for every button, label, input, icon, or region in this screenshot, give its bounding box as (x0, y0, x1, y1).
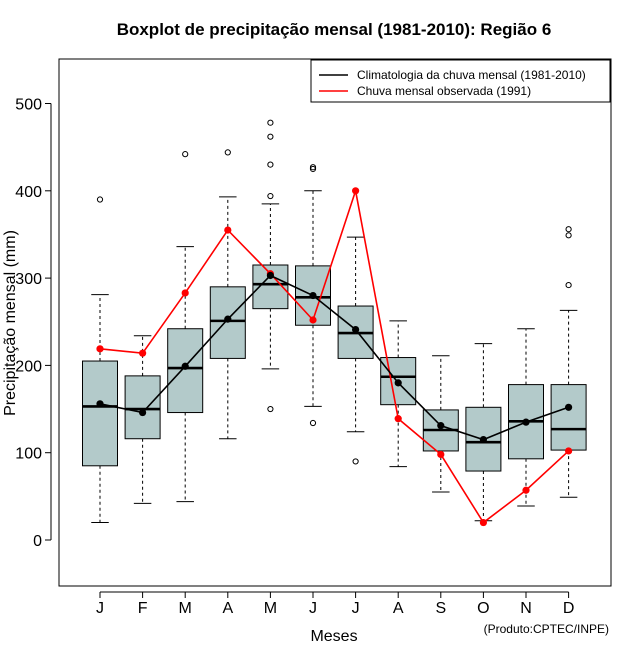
series-point (522, 418, 530, 426)
box-iqr (124, 375, 161, 440)
legend-box (310, 59, 611, 103)
y-axis-label: Precipitação mensal (mm) (2, 230, 19, 416)
y-tick-label: 400 (15, 184, 42, 201)
outlier-point (309, 165, 317, 173)
outlier-point (267, 119, 274, 126)
x-tick-label: F (138, 600, 148, 617)
x-tick-label: A (393, 600, 404, 617)
x-tick-label: A (222, 600, 233, 617)
plot-frame (58, 58, 612, 587)
outlier-point (267, 161, 274, 168)
outlier-point (224, 149, 231, 156)
series-point (96, 345, 104, 353)
series-point (181, 362, 189, 370)
x-tick-label: J (352, 600, 360, 617)
box-1 (82, 196, 118, 524)
series-point (479, 436, 487, 444)
y-tick-label: 0 (33, 533, 42, 550)
series-point (224, 315, 232, 323)
outlier-point (565, 281, 572, 289)
box-iqr (550, 384, 587, 451)
series-point (479, 518, 487, 527)
series-point (394, 379, 402, 387)
series-point (565, 447, 573, 455)
series-point (352, 187, 360, 195)
series-observed (96, 187, 573, 527)
series-point (96, 400, 104, 408)
x-tick-label: S (435, 600, 446, 617)
series-climatology (96, 271, 573, 444)
box-8 (380, 320, 417, 468)
series-point (565, 403, 573, 411)
series-point (437, 450, 445, 459)
outlier-point (182, 151, 189, 158)
legend-label: Chuva mensal observada (1991) (357, 84, 531, 98)
x-tick-label: N (520, 600, 532, 617)
box-12 (550, 226, 587, 498)
series-point (139, 408, 147, 417)
box-iqr (167, 328, 204, 414)
series-point (437, 422, 445, 430)
series-line (99, 190, 570, 524)
outlier-point (267, 133, 274, 140)
box-10 (465, 343, 502, 522)
box-7 (337, 236, 374, 465)
x-tick-label: D (563, 600, 575, 617)
series-point (394, 415, 402, 423)
series-point (224, 226, 232, 234)
series-point (522, 486, 530, 494)
outlier-point (267, 405, 274, 413)
series-point (309, 291, 317, 300)
box-5 (252, 119, 289, 413)
box-3 (167, 151, 204, 503)
y-tick-label: 100 (15, 446, 42, 463)
y-tick-label: 300 (15, 271, 42, 288)
outlier-point (352, 458, 359, 465)
y-tick-label: 200 (15, 358, 42, 375)
series-point (352, 326, 360, 334)
box-4 (209, 149, 246, 440)
x-tick-label: M (179, 600, 192, 617)
outlier-point (96, 196, 104, 203)
series-point (309, 316, 317, 324)
legend: Climatologia da chuva mensal (1981-2010)… (310, 59, 611, 103)
outlier-point (309, 164, 317, 171)
y-axis: 0 100 200 300 400 500 (15, 97, 52, 550)
boxes-layer (82, 119, 587, 524)
x-tick-label: J (96, 600, 104, 617)
series-line (99, 274, 569, 441)
x-axis-label: Meses (310, 628, 357, 645)
box-iqr (82, 360, 118, 467)
credit-text: (Produto:CPTEC/INPE) (484, 622, 609, 636)
legend-label: Climatologia da chuva mensal (1981-2010) (357, 68, 586, 82)
x-tick-label: O (477, 600, 489, 617)
x-tick-label: J (309, 600, 317, 617)
series-layer (96, 187, 573, 527)
outlier-point (309, 419, 317, 427)
outlier-point (267, 192, 274, 200)
box-2 (124, 335, 161, 504)
series-point (181, 289, 189, 297)
y-tick-label: 500 (15, 97, 42, 114)
x-tick-label: M (264, 600, 277, 617)
outlier-point (565, 226, 572, 233)
series-point (266, 271, 274, 280)
chart-title: Boxplot de precipitação mensal (1981-201… (117, 20, 552, 39)
outlier-point (565, 232, 572, 239)
series-point (139, 349, 147, 357)
